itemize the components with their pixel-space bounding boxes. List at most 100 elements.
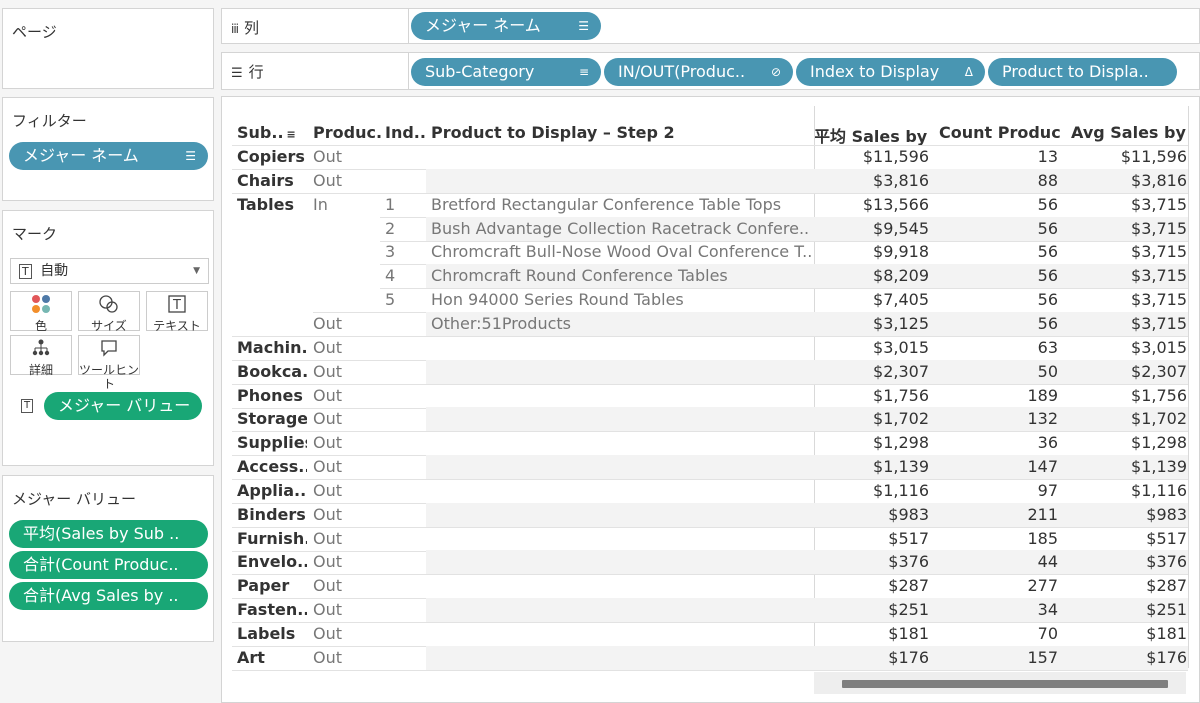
avg-sales-cell[interactable]: $2,307 [873, 362, 929, 381]
avg-sales-by-cell[interactable]: $3,715 [1131, 266, 1187, 285]
detail-button[interactable]: 詳細 [10, 335, 72, 377]
avg-sales-by-cell[interactable]: $983 [1146, 505, 1187, 524]
product-cell[interactable] [431, 622, 814, 646]
avg-sales-by-cell[interactable]: $1,298 [1131, 433, 1187, 452]
avg-sales-by-cell[interactable]: $176 [1146, 648, 1187, 667]
avg-sales-by-cell[interactable]: $3,715 [1131, 195, 1187, 214]
filter-pill-measure-names[interactable]: メジャー ネーム ☰ [9, 142, 208, 170]
product-cell[interactable] [431, 527, 814, 551]
category-cell[interactable]: Fasten.. [237, 600, 307, 619]
color-button[interactable]: 色 [10, 291, 72, 333]
product-cell[interactable] [431, 646, 814, 670]
product-cell[interactable]: Other:51Products [431, 314, 571, 333]
avg-sales-cell[interactable]: $1,298 [873, 433, 929, 452]
avg-sales-cell[interactable]: $1,116 [873, 481, 929, 500]
header-sub-category[interactable]: Sub.. ≡ [237, 123, 296, 142]
index-cell[interactable]: 5 [385, 290, 396, 309]
count-products-cell[interactable]: 277 [1027, 576, 1058, 595]
count-products-cell[interactable]: 56 [1037, 266, 1058, 285]
in-out-cell[interactable]: In [313, 195, 328, 214]
in-out-cell[interactable]: Out [313, 433, 343, 452]
count-products-cell[interactable]: 44 [1037, 552, 1058, 571]
in-out-cell[interactable]: Out [313, 386, 343, 405]
category-cell[interactable]: Labels [237, 624, 296, 643]
avg-sales-by-cell[interactable]: $3,715 [1131, 219, 1187, 238]
category-cell[interactable]: Applia.. [237, 481, 307, 500]
category-cell[interactable]: Furnish.. [237, 529, 307, 548]
avg-sales-cell[interactable]: $287 [888, 576, 929, 595]
avg-sales-cell[interactable]: $3,015 [873, 338, 929, 357]
category-cell[interactable]: Supplies [237, 433, 307, 452]
header-avg-sales[interactable]: 平均 Sales by .. [814, 127, 932, 146]
avg-sales-by-cell[interactable]: $3,715 [1131, 290, 1187, 309]
count-products-cell[interactable]: 56 [1037, 242, 1058, 261]
measure-pill-count-products[interactable]: 合計(Count Produc.. [9, 551, 208, 579]
category-cell[interactable]: Tables [237, 195, 294, 214]
product-cell[interactable] [431, 550, 814, 574]
product-cell[interactable]: Bretford Rectangular Conference Table To… [431, 195, 782, 214]
count-products-cell[interactable]: 147 [1027, 457, 1058, 476]
count-products-cell[interactable]: 157 [1027, 648, 1058, 667]
in-out-cell[interactable]: Out [313, 529, 343, 548]
avg-sales-cell[interactable]: $1,756 [873, 386, 929, 405]
text-button[interactable]: T テキスト [146, 291, 208, 333]
index-cell[interactable]: 4 [385, 266, 396, 285]
category-cell[interactable] [237, 264, 307, 288]
category-cell[interactable] [237, 217, 307, 241]
in-out-cell[interactable]: Out [313, 171, 343, 190]
product-cell[interactable] [431, 598, 814, 622]
product-cell[interactable]: Bush Advantage Collection Racetrack Conf… [431, 219, 810, 238]
row-pill-in-out[interactable]: IN/OUT(Produc.. ⊘ [604, 58, 793, 86]
avg-sales-by-cell[interactable]: $3,816 [1131, 171, 1187, 190]
avg-sales-cell[interactable]: $3,816 [873, 171, 929, 190]
avg-sales-by-cell[interactable]: $3,715 [1131, 314, 1187, 333]
category-cell[interactable]: Binders [237, 505, 306, 524]
count-products-cell[interactable]: 189 [1027, 386, 1058, 405]
header-count-products[interactable]: Count Produc.. [939, 123, 1062, 142]
count-products-cell[interactable]: 56 [1037, 290, 1058, 309]
count-products-cell[interactable]: 63 [1037, 338, 1058, 357]
count-products-cell[interactable]: 132 [1027, 409, 1058, 428]
avg-sales-cell[interactable]: $176 [888, 648, 929, 667]
header-in-out[interactable]: Produc.. [313, 123, 381, 142]
avg-sales-cell[interactable]: $517 [888, 529, 929, 548]
product-cell[interactable] [431, 407, 814, 431]
mark-type-dropdown[interactable]: T 自動 ▼ [10, 258, 209, 284]
column-pill-measure-names[interactable]: メジャー ネーム ☰ [411, 12, 601, 40]
avg-sales-cell[interactable]: $181 [888, 624, 929, 643]
category-cell[interactable]: Machin.. [237, 338, 307, 357]
count-products-cell[interactable]: 70 [1037, 624, 1058, 643]
count-products-cell[interactable]: 88 [1037, 171, 1058, 190]
count-products-cell[interactable]: 211 [1027, 505, 1058, 524]
in-out-cell[interactable]: Out [313, 648, 343, 667]
avg-sales-cell[interactable]: $251 [888, 600, 929, 619]
avg-sales-by-cell[interactable]: $11,596 [1120, 147, 1187, 166]
product-cell[interactable] [431, 574, 814, 598]
measure-pill-avg-sales-by[interactable]: 合計(Avg Sales by .. [9, 582, 208, 610]
header-index[interactable]: Ind.. [385, 123, 426, 142]
category-cell[interactable] [237, 312, 307, 336]
product-cell[interactable] [431, 360, 814, 384]
avg-sales-by-cell[interactable]: $1,756 [1131, 386, 1187, 405]
avg-sales-cell[interactable]: $11,596 [862, 147, 929, 166]
count-products-cell[interactable]: 185 [1027, 529, 1058, 548]
avg-sales-by-cell[interactable]: $1,702 [1131, 409, 1187, 428]
avg-sales-cell[interactable]: $9,918 [873, 242, 929, 261]
index-cell[interactable]: 2 [385, 219, 396, 238]
in-out-cell[interactable]: Out [313, 314, 343, 333]
avg-sales-by-cell[interactable]: $251 [1146, 600, 1187, 619]
index-cell[interactable]: 3 [385, 242, 396, 261]
in-out-cell[interactable]: Out [313, 576, 343, 595]
avg-sales-cell[interactable]: $7,405 [873, 290, 929, 309]
count-products-cell[interactable]: 97 [1037, 481, 1058, 500]
text-pill-measure-values[interactable]: メジャー バリュー [44, 392, 202, 420]
product-cell[interactable] [431, 431, 814, 455]
count-products-cell[interactable]: 13 [1037, 147, 1058, 166]
product-cell[interactable] [431, 479, 814, 503]
in-out-cell[interactable]: Out [313, 600, 343, 619]
row-pill-index-to-display[interactable]: Index to Display Δ [796, 58, 985, 86]
category-cell[interactable]: Envelo.. [237, 552, 307, 571]
avg-sales-by-cell[interactable]: $1,116 [1131, 481, 1187, 500]
product-cell[interactable] [431, 169, 814, 193]
row-pill-product-to-display[interactable]: Product to Displa.. [988, 58, 1177, 86]
